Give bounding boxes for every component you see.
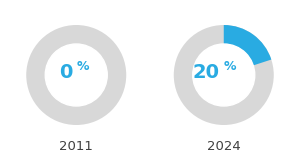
Circle shape xyxy=(193,44,255,106)
Circle shape xyxy=(45,44,107,106)
Text: 20: 20 xyxy=(193,63,220,82)
Text: 2011: 2011 xyxy=(59,140,93,150)
Wedge shape xyxy=(224,25,271,65)
Text: 2024: 2024 xyxy=(207,140,241,150)
Text: %: % xyxy=(76,60,89,72)
Wedge shape xyxy=(26,25,126,125)
Wedge shape xyxy=(174,25,274,125)
Text: %: % xyxy=(224,60,236,72)
Text: 0: 0 xyxy=(59,63,72,82)
